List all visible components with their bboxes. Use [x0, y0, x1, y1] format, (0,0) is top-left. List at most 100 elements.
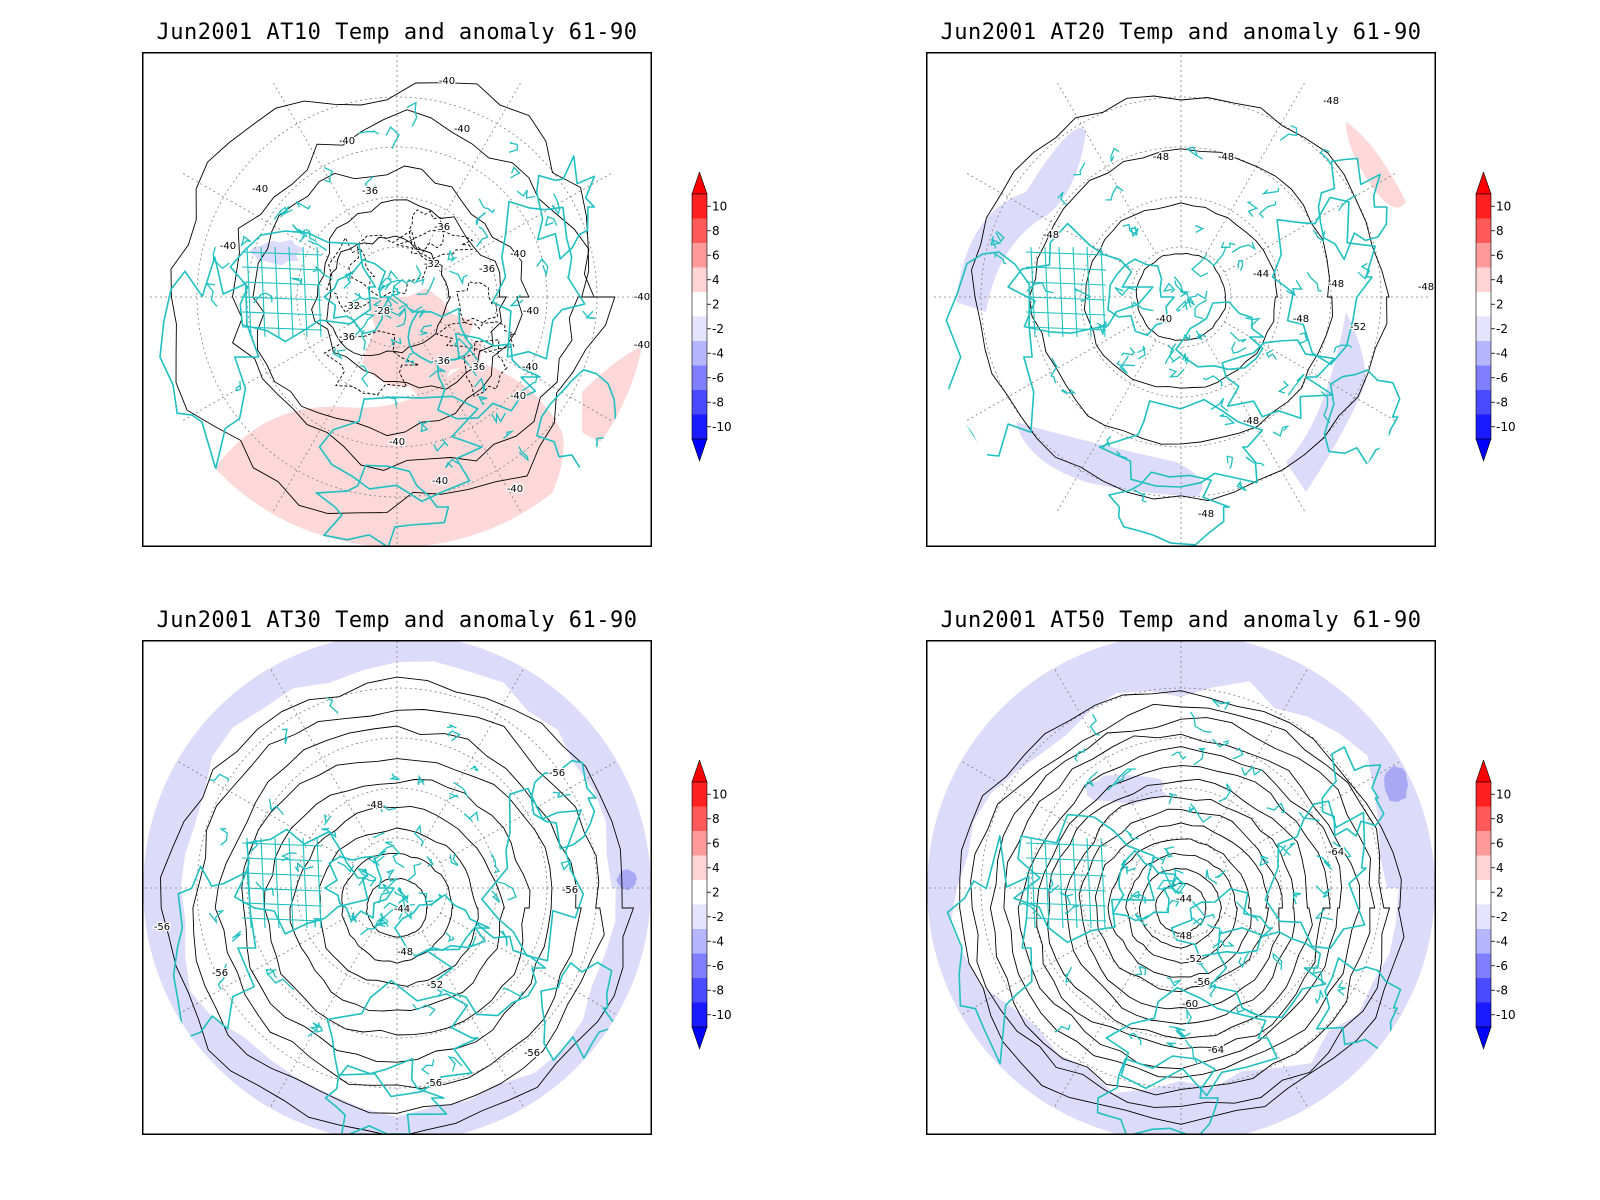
- colorbar-tick-label: 10: [1496, 787, 1511, 801]
- colorbar-segment: [692, 365, 707, 390]
- contour-label: -40: [389, 437, 405, 448]
- contour-label: -56: [426, 1078, 442, 1089]
- contour-label: -44: [1176, 894, 1192, 905]
- contour-label: -48: [1198, 509, 1214, 520]
- temperature-contours: [959, 690, 1405, 1125]
- contour-label: -52: [1186, 954, 1202, 965]
- colorbar-segment: [692, 978, 707, 1003]
- contour-label: -40: [220, 241, 236, 252]
- contour-label: -40: [510, 249, 526, 260]
- colorbar-segment: [692, 782, 707, 807]
- coastlines: [946, 698, 1402, 1135]
- contour-label: -40: [634, 340, 650, 351]
- colorbar-segment: [1476, 292, 1491, 317]
- colorbar: 10 8 6 4 2 -2 -4 -6 -8 -10: [691, 760, 732, 1050]
- colorbar-tick-label: -8: [712, 983, 724, 997]
- colorbar-tick-label: -2: [712, 910, 724, 924]
- colorbar-tick-label: -4: [712, 934, 724, 948]
- colorbar-tick-label: 4: [712, 861, 720, 875]
- contour-label: -52: [1350, 322, 1366, 333]
- colorbar-tick-label: -10: [1496, 1008, 1516, 1022]
- contour-label: -36: [339, 332, 355, 343]
- colorbar-tick-label: -2: [1496, 322, 1508, 336]
- colorbar-tick-label: 6: [712, 248, 720, 262]
- colorbar-segment: [1476, 194, 1491, 219]
- contour-labels: -48 -48 -48 -48 -48 -44 -40 -48 -52 -48 -48 -48: [1042, 95, 1436, 522]
- colorbar-tick-label: -6: [712, 959, 724, 973]
- colorbar-tip-negative: [691, 438, 708, 462]
- contour-label: -56: [212, 968, 228, 979]
- contour-label: -56: [1194, 977, 1210, 988]
- panel-title: Jun2001 AT20 Temp and anomaly 61-90: [940, 20, 1422, 45]
- colorbar-segment: [1476, 855, 1491, 880]
- colorbar-segment: [692, 341, 707, 366]
- contour-label: -48: [1418, 282, 1434, 293]
- coastlines: [172, 697, 618, 1135]
- contour-labels: -40 -40 -40 -40 -40 -36 -36 -36 -32 -32 -28 -36 -40 -…: [219, 75, 652, 497]
- contour-label: -44: [1253, 269, 1269, 280]
- colorbar-tick-label: 8: [712, 224, 720, 238]
- colorbar-tip-positive: [691, 760, 708, 783]
- contour-label: -28: [374, 306, 390, 317]
- map-frame-border: [142, 640, 652, 1135]
- contour-label: -40: [252, 184, 268, 195]
- contour-label: -40: [510, 391, 526, 402]
- colorbar-tick-label: -2: [712, 322, 724, 336]
- contour-label: -40: [507, 484, 523, 495]
- colorbar-segment: [692, 218, 707, 243]
- colorbar-tick-label: -2: [1496, 910, 1508, 924]
- colorbar-tip-negative: [691, 1026, 708, 1050]
- anomaly-shading: [927, 640, 1435, 1135]
- anomaly-shading: [956, 122, 1406, 497]
- contour-label: -44: [394, 904, 410, 915]
- contour-label: -48: [1243, 416, 1259, 427]
- contour-label: -48: [1323, 96, 1339, 107]
- contour-label: -48: [1293, 314, 1309, 325]
- colorbar-tick-label: 8: [1496, 224, 1504, 238]
- colorbar-tip-negative: [1475, 438, 1492, 462]
- graticule: [143, 640, 651, 1135]
- colorbar-segment: [1476, 953, 1491, 978]
- colorbar-tick-label: 2: [1496, 297, 1504, 311]
- contour-label: -56: [549, 768, 565, 779]
- panel-at10: Jun2001 AT10 Temp and anomaly 61-90 -40-…: [142, 20, 902, 600]
- colorbar-segment: [1476, 267, 1491, 292]
- colorbar-segment: [692, 292, 707, 317]
- colorbar-segment: [692, 953, 707, 978]
- colorbar-tick-label: -10: [712, 420, 732, 434]
- panel-at20: Jun2001 AT20 Temp and anomaly 61-90 -48 -…: [926, 20, 1600, 600]
- colorbar-segment: [1476, 218, 1491, 243]
- colorbar-tick-label: -8: [1496, 395, 1508, 409]
- map-frame-border: [926, 52, 1436, 547]
- colorbar-segment: [1476, 831, 1491, 856]
- contour-label: -36: [479, 264, 495, 275]
- colorbar-tick-label: 6: [712, 836, 720, 850]
- colorbar-segment: [692, 831, 707, 856]
- colorbar-tick-label: -4: [1496, 934, 1508, 948]
- anomaly-shading: [212, 239, 647, 547]
- contour-label: -40: [454, 124, 470, 135]
- contour-label: -32: [424, 259, 440, 270]
- contour-label: -40: [432, 476, 448, 487]
- colorbar-segment: [692, 1002, 707, 1027]
- colorbar-tick-label: 4: [712, 273, 720, 287]
- colorbar-segment: [692, 880, 707, 905]
- colorbar-segment: [692, 267, 707, 292]
- colorbar-segment: [1476, 365, 1491, 390]
- colorbar-segment: [1476, 316, 1491, 341]
- colorbar-tick-label: -4: [712, 346, 724, 360]
- colorbar: 10 8 6 4 2 -2 -4 -6 -8 -10: [691, 172, 732, 462]
- colorbar-segment: [692, 806, 707, 831]
- contour-label: -64: [1328, 847, 1344, 858]
- contour-label: -40: [439, 76, 455, 87]
- map-frame-border: [142, 52, 652, 547]
- colorbar-tick-label: 4: [1496, 861, 1504, 875]
- contour-labels: -44 -48 -52 -56 -60 -64 -64: [1175, 846, 1346, 1058]
- map-frame-border: [926, 640, 1436, 1135]
- colorbar-tick-label: 8: [1496, 812, 1504, 826]
- contour-label: -32: [344, 301, 360, 312]
- colorbar-segment: [1476, 1002, 1491, 1027]
- colorbar-segment: [692, 929, 707, 954]
- colorbar-tick-label: 6: [1496, 248, 1504, 262]
- colorbar-segment: [692, 243, 707, 268]
